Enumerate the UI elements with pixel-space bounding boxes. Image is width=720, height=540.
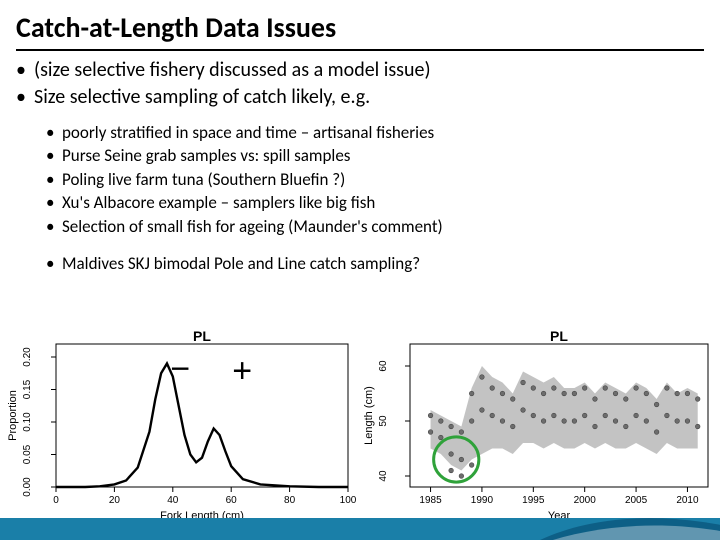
annotation-minus: − [170, 353, 190, 391]
svg-text:60: 60 [378, 360, 389, 372]
bullet-l2: Maldives SKJ bimodal Pole and Line catch… [46, 252, 720, 275]
svg-text:0.15: 0.15 [22, 379, 33, 399]
bullets-level1: (size selective fishery discussed as a m… [0, 57, 720, 111]
bullets-level2-extra: Maldives SKJ bimodal Pole and Line catch… [0, 252, 720, 275]
svg-text:80: 80 [284, 495, 296, 506]
slide-title: Catch-at-Length Data Issues [0, 0, 720, 47]
bullet-l1: Size selective sampling of catch likely,… [16, 84, 720, 111]
title-rule [16, 49, 704, 51]
annotation-plus: + [232, 355, 252, 393]
svg-text:40: 40 [167, 495, 179, 506]
svg-text:Length (cm): Length (cm) [363, 386, 375, 445]
svg-text:0.05: 0.05 [22, 444, 33, 464]
bullets-level2: poorly stratified in space and time – ar… [0, 121, 720, 238]
svg-text:20: 20 [109, 495, 121, 506]
svg-text:60: 60 [226, 495, 238, 506]
svg-text:0.00: 0.00 [22, 477, 33, 497]
svg-text:PL: PL [193, 328, 211, 344]
svg-text:100: 100 [340, 495, 356, 506]
bullet-l2: Poling live farm tuna (Southern Bluefin … [46, 168, 720, 191]
svg-text:PL: PL [550, 328, 568, 344]
svg-text:0.20: 0.20 [22, 347, 33, 367]
bullet-l2: Selection of small fish for ageing (Maun… [46, 215, 720, 238]
svg-text:40: 40 [378, 470, 389, 482]
svg-text:0.10: 0.10 [22, 412, 33, 432]
svg-text:50: 50 [378, 415, 389, 427]
bullet-l2: poorly stratified in space and time – ar… [46, 121, 720, 144]
svg-text:0: 0 [53, 495, 59, 506]
bullet-l1: (size selective fishery discussed as a m… [16, 57, 720, 84]
swoosh-icon [540, 494, 720, 540]
bullet-l2: Xu's Albacore example – samplers like bi… [46, 191, 720, 214]
svg-text:1990: 1990 [471, 495, 494, 506]
bullet-l2: Purse Seine grab samples vs: spill sampl… [46, 144, 720, 167]
svg-text:Proportion: Proportion [7, 390, 19, 441]
slide: Catch-at-Length Data Issues (size select… [0, 0, 720, 540]
svg-text:1985: 1985 [419, 495, 442, 506]
